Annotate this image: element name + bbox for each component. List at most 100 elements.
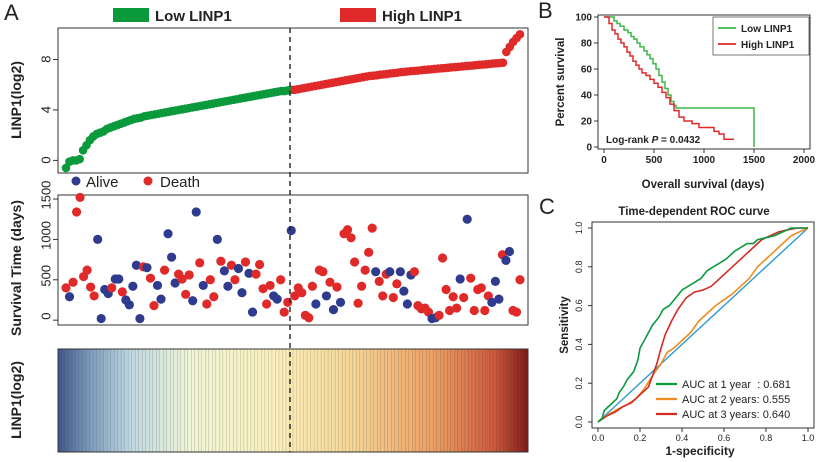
heatmap-cell	[120, 348, 126, 453]
survival-point-death	[469, 305, 479, 316]
survival-point-death	[226, 260, 237, 270]
heatmap-cell	[92, 348, 97, 453]
km-y-tick-label: 20	[581, 117, 593, 128]
heatmap-cell	[299, 348, 304, 453]
heatmap-cell	[106, 348, 112, 453]
heatmap-cell	[163, 348, 168, 453]
survival-point-death	[195, 258, 205, 268]
survival-point-death	[480, 305, 490, 316]
heatmap-cell	[205, 348, 210, 453]
survival-point-alive	[504, 246, 515, 257]
survival-point-alive	[385, 267, 395, 277]
survival-point-alive	[166, 252, 177, 262]
survival-point-alive	[135, 313, 145, 324]
survival-point-alive	[128, 281, 138, 291]
heatmap-cell	[61, 348, 66, 453]
heatmap-cell	[475, 348, 480, 453]
km-legend-box	[712, 16, 810, 56]
survival-point-death	[378, 291, 388, 301]
legend-death-marker	[143, 176, 153, 186]
heatmap-cell	[306, 348, 311, 453]
heatmap-cell	[124, 348, 129, 453]
survival-point-alive	[494, 294, 504, 304]
panel-label-a: A	[4, 0, 19, 25]
heatmap-cell	[71, 348, 76, 453]
survival-point-death	[202, 299, 212, 309]
heatmap-cell	[296, 348, 301, 453]
roc-curve-1yr	[597, 227, 808, 423]
heatmap-cell	[113, 348, 119, 453]
expression-y-tick-label: 8	[38, 56, 53, 63]
survival-point-alive	[399, 286, 409, 296]
heatmap-cell	[355, 348, 361, 453]
survival-point-death	[205, 275, 215, 285]
km-y-tick-label: 100	[575, 13, 592, 24]
legend-alive-label: Alive	[86, 174, 119, 191]
survival-point-alive	[244, 268, 254, 278]
survival-point-death	[86, 282, 96, 292]
survival-point-death	[367, 223, 377, 233]
survival-point-death	[297, 288, 307, 298]
survival-point-death	[441, 284, 451, 295]
survival-point-alive	[462, 214, 472, 224]
survival-point-alive	[198, 280, 208, 291]
roc-x-tick-label: 1.0	[802, 433, 815, 443]
heatmap-cell	[145, 348, 150, 453]
heatmap-cell	[141, 348, 147, 453]
survival-point-death	[409, 267, 420, 277]
heatmap-cell	[422, 348, 427, 453]
expression-point	[515, 30, 525, 39]
survival-point-alive	[142, 263, 152, 273]
survival-point-death	[107, 283, 117, 293]
survival-point-alive	[93, 234, 103, 245]
heatmap-cell	[447, 348, 452, 453]
km-logrank-prefix: Log-rank	[606, 135, 649, 146]
heatmap-cell	[198, 348, 203, 453]
survival-point-death	[265, 280, 275, 291]
heatmap-cell	[398, 348, 403, 453]
roc-ylabel: Sensitivity	[559, 296, 571, 354]
heatmap-cell	[499, 348, 504, 453]
survival-point-death	[452, 303, 462, 313]
heatmap-cell	[320, 348, 325, 453]
heatmap-cell	[134, 348, 140, 453]
survival-point-alive	[272, 294, 282, 304]
heatmap-cell	[503, 348, 508, 453]
heatmap-cell	[282, 348, 287, 453]
heatmap-ylabel: LINP1(log2)	[8, 361, 24, 439]
survival-point-death	[230, 275, 240, 285]
survival-point-alive	[247, 307, 258, 317]
survival-point-death	[159, 265, 170, 275]
heatmap-cell	[391, 348, 396, 453]
heatmap-cell	[212, 348, 217, 453]
heatmap-cell	[184, 348, 189, 453]
heatmap-cell	[362, 348, 368, 453]
heatmap-cell	[68, 348, 73, 453]
heatmap-cell	[376, 348, 382, 453]
heatmap-cell	[271, 348, 276, 453]
survival-point-alive	[237, 288, 247, 298]
survival-point-death	[392, 279, 402, 289]
survival-ylabel: Survival Time (days)	[8, 200, 24, 336]
survival-point-death	[374, 276, 384, 286]
heatmap-cell	[208, 348, 213, 453]
km-x-tick-label: 500	[646, 155, 663, 166]
heatmap-cell	[338, 348, 343, 453]
heatmap-cell	[387, 348, 392, 453]
survival-point-death	[445, 305, 455, 316]
survival-point-alive	[335, 297, 346, 307]
roc-x-tick-label: 0.8	[760, 433, 773, 443]
survival-point-death	[459, 292, 469, 303]
heatmap-cell	[229, 348, 234, 453]
heatmap-cell	[317, 348, 322, 453]
km-curves	[604, 16, 755, 147]
survival-frame	[57, 194, 529, 326]
legend-low-label: Low LINP1	[155, 8, 232, 25]
heatmap-cell	[369, 348, 375, 453]
legend-alive-marker	[71, 176, 81, 186]
expression-points	[61, 30, 525, 173]
survival-point-death	[177, 274, 187, 284]
survival-point-alive	[124, 300, 134, 310]
survival-y-tick-label: 500	[39, 265, 54, 287]
heatmap-cell	[261, 348, 266, 453]
